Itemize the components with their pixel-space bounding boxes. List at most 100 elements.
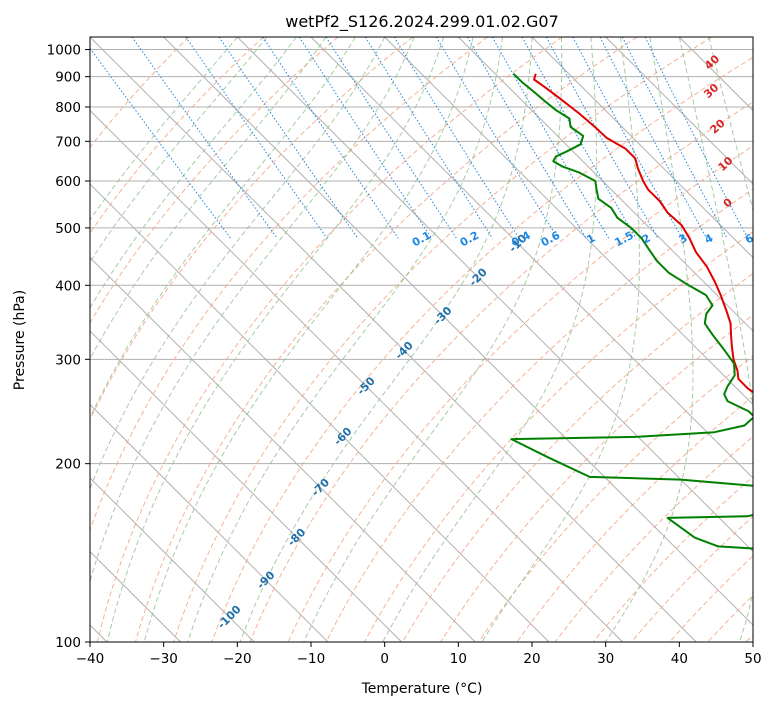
isotherm-line [678, 37, 753, 112]
mixing-ratio-label: 0.1 [410, 229, 433, 250]
mixing-ratio-label: 1 [585, 231, 598, 246]
dewpoint-profile-line [510, 73, 753, 550]
isotherm-line [752, 37, 753, 38]
y-tick-label: 400 [55, 278, 81, 294]
y-tick-label: 900 [55, 70, 81, 86]
isotherm-line [90, 37, 697, 642]
mixing-ratio-line [572, 37, 683, 239]
mixing-ratio-line [218, 37, 359, 239]
temperature-profile-line [533, 73, 753, 394]
chart-title: wetPf2_S126.2024.299.01.02.G07 [285, 12, 559, 32]
x-tick-label: 20 [523, 651, 540, 667]
dry-adiabat-line [96, 37, 563, 642]
moist-adiabat-line [708, 37, 753, 212]
isotherm-line [90, 256, 476, 642]
isotherm-line [236, 37, 753, 553]
y-tick-label: 800 [55, 100, 81, 116]
series-layer [510, 73, 753, 550]
moist-adiabat-label: 10 [716, 154, 736, 174]
x-tick-label: −40 [76, 651, 105, 667]
moist-adiabat-line [90, 37, 297, 309]
mixing-ratio-line [325, 37, 458, 239]
moist-adiabat-label: 40 [702, 52, 722, 72]
mixing-ratio-label: 4 [702, 231, 715, 246]
dry-adiabat-line [287, 145, 753, 642]
dry-adiabat-line [745, 633, 753, 642]
dry-adiabat-line [516, 395, 753, 642]
moist-adiabat-line [239, 37, 533, 642]
mixing-ratio-label: 0.2 [458, 229, 481, 250]
x-tick-label: 10 [450, 651, 467, 667]
mixing-ratio-line [298, 37, 433, 239]
x-tick-label: 40 [671, 651, 688, 667]
y-tick-label: 300 [55, 352, 81, 368]
y-tick-label: 200 [55, 457, 81, 473]
dry-adiabat-line [90, 37, 339, 324]
mixing-ratio-line [467, 37, 587, 239]
moist-adiabat-line [90, 37, 268, 263]
tick-layer: −40 −30 −20 −10 0 10 20 30 40 5010020030040050060… [47, 43, 762, 667]
dry-adiabat-line [478, 355, 753, 642]
x-tick-label: 0 [380, 651, 389, 667]
moist-adiabat-line [106, 37, 445, 642]
grid-layer [90, 37, 753, 642]
x-tick-label: 50 [744, 651, 761, 667]
isotherm-line [90, 109, 623, 642]
moist-adiabat-line [605, 37, 694, 642]
isotherm-line [605, 37, 753, 185]
moist-adiabat-line [481, 37, 640, 642]
x-tick-label: −20 [223, 651, 252, 667]
mixing-ratio-line [185, 37, 328, 239]
plot-frame [89, 36, 754, 643]
moist-adiabat-line [303, 37, 563, 642]
x-axis-label: Temperature (°C) [361, 681, 483, 697]
dry-adiabat-line [173, 37, 712, 642]
mixing-ratio-label: 6 [743, 231, 756, 246]
dry-adiabat-line [249, 101, 753, 642]
dry-adiabat-line [134, 37, 638, 642]
moist-adiabat-label: 20 [708, 116, 728, 136]
moist-adiabat-line [90, 37, 415, 584]
dry-adiabat-line [325, 188, 753, 642]
mixing-ratio-line [131, 37, 278, 239]
isotherm-line [90, 183, 550, 642]
dry-adiabat-line [402, 273, 753, 642]
y-tick-label: 700 [55, 134, 81, 150]
dry-adiabat-line [90, 37, 488, 532]
y-tick-label: 100 [55, 635, 81, 651]
y-tick-label: 1000 [47, 43, 81, 59]
mixing-ratio-line [393, 37, 520, 239]
moist-adiabat-line [90, 37, 238, 221]
x-tick-label: −30 [149, 651, 178, 667]
isotherm-line [457, 37, 753, 332]
mixing-ratio-line [644, 37, 749, 239]
isotherm-line [163, 37, 753, 626]
dry-adiabat-line [363, 231, 753, 642]
isotherm-line [90, 477, 255, 642]
moist-adiabat-line [382, 37, 597, 642]
moist-adiabat-line [187, 37, 503, 642]
mixing-ratio-line [521, 37, 637, 239]
y-axis-label: Pressure (hPa) [12, 290, 28, 390]
moist-adiabat-line [90, 37, 386, 490]
dry-adiabat-line [90, 37, 414, 421]
mixing-ratio-label: 2 [640, 232, 653, 247]
moist-adiabat-label: 30 [701, 81, 721, 101]
mixing-ratio-line [435, 37, 559, 239]
isotherm-line [531, 37, 753, 259]
x-tick-label: 30 [597, 651, 614, 667]
mixing-ratio-line [599, 37, 708, 239]
mixing-ratio-label: 0.6 [539, 229, 563, 250]
dry-adiabat-line [211, 56, 753, 642]
x-tick-label: −10 [297, 651, 326, 667]
mixing-ratio-line [491, 37, 610, 239]
mixing-ratio-line [364, 37, 494, 239]
isotherm-line [90, 330, 402, 642]
y-tick-label: 600 [55, 174, 81, 190]
dry-adiabat-line [592, 476, 753, 642]
isotherm-line [384, 37, 753, 406]
mixing-ratio-line [621, 37, 728, 239]
mixing-ratio-line [545, 37, 659, 239]
